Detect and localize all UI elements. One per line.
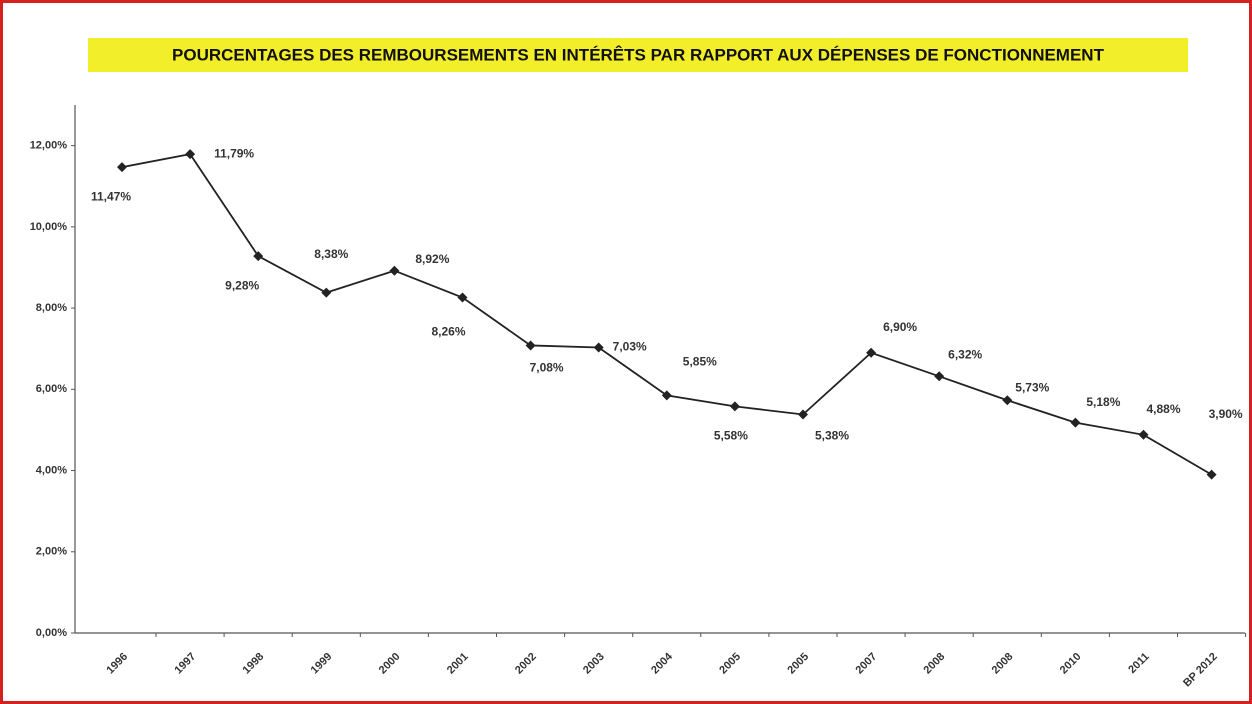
x-tick-label: BP 2012 xyxy=(1181,651,1220,690)
x-tick-label: 2007 xyxy=(853,651,879,677)
x-tick-label: 2000 xyxy=(377,651,403,677)
value-label: 5,38% xyxy=(815,429,849,443)
line xyxy=(121,153,1213,476)
x-tick-label: 2010 xyxy=(1058,651,1084,677)
value-label: 8,92% xyxy=(415,252,449,266)
value-label: 11,79% xyxy=(214,146,254,160)
value-label: 7,03% xyxy=(613,340,647,354)
point xyxy=(185,149,196,160)
y-tick-label: 0,00% xyxy=(36,627,67,639)
value-label: 8,38% xyxy=(314,247,348,261)
point xyxy=(1206,469,1217,480)
point xyxy=(593,342,604,353)
point xyxy=(389,265,400,276)
x-tick-label: 1996 xyxy=(104,651,130,677)
value-label: 6,90% xyxy=(883,320,917,334)
point xyxy=(934,371,945,382)
point xyxy=(525,340,536,351)
value-label: 6,32% xyxy=(948,347,982,361)
value-label: 3,90% xyxy=(1209,407,1243,421)
value-label: 7,08% xyxy=(530,361,564,375)
point xyxy=(1070,417,1081,428)
x-tick-label: 2005 xyxy=(717,651,743,677)
x-tick-label: 2005 xyxy=(785,651,811,677)
y-tick-label: 10,00% xyxy=(30,221,68,233)
x-tick-label: 2001 xyxy=(445,651,471,677)
point xyxy=(321,287,332,298)
x-tick-label: 2003 xyxy=(581,651,607,677)
x-tick-label: 2004 xyxy=(649,650,675,676)
point xyxy=(661,390,672,401)
value-label: 9,28% xyxy=(225,278,259,292)
y-tick-label: 12,00% xyxy=(30,140,68,152)
chart-title: POURCENTAGES DES REMBOURSEMENTS EN INTÉR… xyxy=(172,45,1105,64)
point xyxy=(798,409,808,420)
point xyxy=(729,401,740,412)
x-tick-label: 1998 xyxy=(241,651,267,677)
x-tick-label: 2008 xyxy=(922,651,948,677)
y-tick-label: 4,00% xyxy=(36,464,67,476)
value-label: 5,85% xyxy=(683,355,717,369)
x-tick-label: 1999 xyxy=(309,651,335,677)
y-tick-label: 6,00% xyxy=(36,383,67,395)
value-label: 5,73% xyxy=(1015,380,1049,394)
point xyxy=(457,292,468,303)
point xyxy=(866,347,877,358)
x-tick-label: 2011 xyxy=(1126,651,1151,676)
point xyxy=(253,251,264,262)
x-tick-label: 2002 xyxy=(513,651,539,677)
x-tick-label: 1997 xyxy=(172,651,198,677)
value-label: 5,18% xyxy=(1086,395,1120,409)
point xyxy=(1138,429,1149,440)
value-label: 8,26% xyxy=(431,325,465,339)
y-tick-label: 8,00% xyxy=(36,302,67,314)
value-label: 11,47% xyxy=(91,189,131,203)
title-box xyxy=(88,38,1188,72)
value-label: 4,88% xyxy=(1146,402,1180,416)
value-label: 5,58% xyxy=(714,429,748,443)
y-tick-label: 2,00% xyxy=(36,546,67,558)
point xyxy=(1002,395,1013,406)
point xyxy=(117,162,127,173)
x-tick-label: 2008 xyxy=(990,651,1016,677)
